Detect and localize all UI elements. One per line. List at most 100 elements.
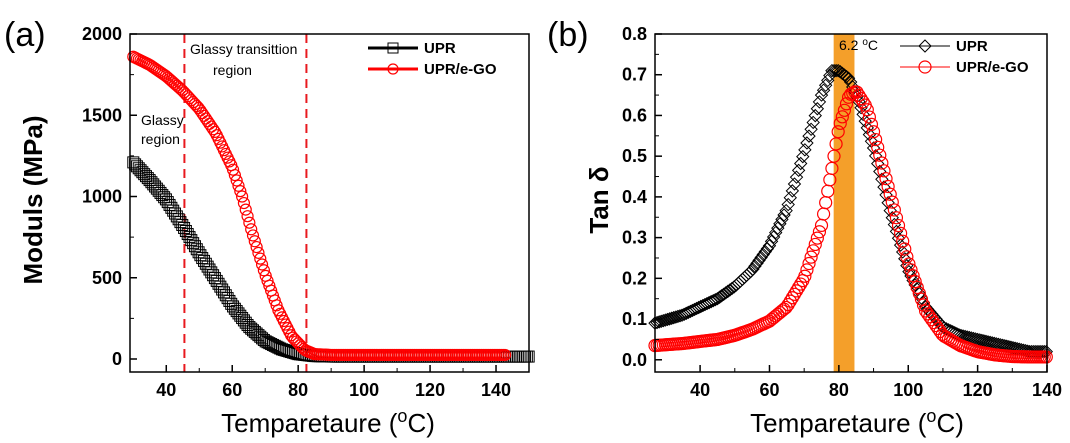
x-tick-label: 60 (222, 380, 242, 400)
chart-b-legend-label-upr-ego: UPR/e-GO (956, 59, 1029, 76)
legend-marker (918, 60, 932, 74)
data-point (758, 244, 773, 259)
data-point (756, 247, 770, 262)
data-point (783, 190, 797, 205)
panel-a-label: (a) (4, 16, 46, 54)
data-point (796, 149, 810, 164)
data-point (252, 246, 265, 259)
data-point (883, 187, 897, 201)
data-point (823, 68, 837, 83)
data-point (791, 163, 806, 178)
y-tick-label: 0 (112, 349, 122, 369)
data-point (789, 284, 804, 298)
data-point (741, 266, 756, 281)
y-tick-label: 0.5 (622, 146, 647, 166)
data-point (889, 211, 904, 225)
data-point (875, 156, 889, 170)
data-point (819, 195, 833, 210)
b-highlight-band (833, 34, 855, 372)
data-point (773, 217, 787, 231)
chart-b-legend: UPR UPR/e-GO (900, 38, 1029, 76)
series-upr-e-go (648, 85, 1053, 364)
x-tick-label: 80 (288, 380, 308, 400)
data-point (864, 117, 879, 132)
x-tick-label: 40 (690, 380, 710, 400)
data-point (239, 203, 252, 216)
data-point (831, 125, 845, 139)
data-point (708, 292, 723, 307)
data-point (785, 291, 799, 305)
data-point (733, 274, 748, 288)
data-point (236, 190, 249, 203)
chart-a-xlabel: Temparetaure (oC) (221, 406, 435, 438)
x-tick-label: 80 (829, 380, 849, 400)
panel-b-label: (b) (547, 16, 589, 54)
data-point (739, 268, 754, 283)
x-tick-label: 100 (893, 380, 923, 400)
chart-a-plot-frame (129, 33, 530, 373)
data-point (228, 168, 241, 182)
chart-a-legend: UPR UPR/e-GO (368, 40, 497, 78)
data-point (800, 263, 814, 277)
data-point (789, 170, 804, 184)
data-point (879, 172, 893, 186)
data-point (812, 225, 827, 239)
chart-b-xlabel: Temparetaure (oC) (750, 406, 964, 438)
chart-a-legend-label-upr: UPR (424, 40, 456, 57)
data-point (206, 123, 220, 136)
data-point (750, 256, 764, 271)
data-point (837, 103, 852, 117)
data-point (806, 115, 820, 130)
data-point (887, 203, 901, 217)
data-point (781, 197, 795, 212)
data-point (854, 101, 868, 115)
chart-a-legend-label-upr-ego: UPR/e-GO (424, 61, 497, 78)
data-point (814, 88, 829, 102)
data-point (800, 136, 814, 150)
data-point (660, 312, 675, 327)
series-upr (648, 63, 1054, 359)
data-point (902, 257, 916, 271)
data-point (910, 280, 924, 295)
data-point (798, 269, 812, 283)
data-point (754, 250, 768, 265)
data-point (664, 311, 679, 325)
data-point (785, 184, 800, 198)
data-point (916, 298, 931, 312)
data-point (885, 195, 899, 209)
data-point (831, 63, 845, 78)
data-point (881, 179, 895, 194)
x-tick-label: 60 (759, 380, 779, 400)
data-point (806, 244, 820, 258)
data-point (896, 234, 910, 248)
data-point (777, 208, 791, 222)
data-point (869, 132, 883, 147)
data-point (871, 140, 885, 154)
data-point (658, 313, 673, 327)
data-point (243, 216, 256, 229)
y-tick-label: 0.8 (622, 24, 647, 44)
chart-b-ylabel: Tan δ (584, 166, 614, 233)
data-point (245, 223, 258, 236)
data-point (812, 95, 827, 109)
x-tick-label: 40 (156, 380, 176, 400)
data-point (852, 88, 866, 102)
data-point (856, 107, 870, 122)
data-point (873, 148, 887, 162)
data-point (818, 78, 833, 93)
data-point (891, 231, 906, 245)
y-tick-label: 0.2 (622, 268, 647, 288)
data-point (810, 231, 824, 245)
data-point (825, 63, 839, 78)
data-point (650, 315, 664, 330)
data-point (769, 225, 783, 240)
data-point (891, 218, 906, 233)
chart-a-annotation-glassy-1: Glassy (141, 112, 184, 128)
data-point (833, 116, 847, 130)
y-tick-label: 2000 (82, 24, 122, 44)
data-point (912, 286, 926, 300)
y-tick-label: 0.6 (622, 105, 647, 125)
data-point (914, 291, 929, 305)
x-tick-label: 140 (1032, 380, 1062, 400)
